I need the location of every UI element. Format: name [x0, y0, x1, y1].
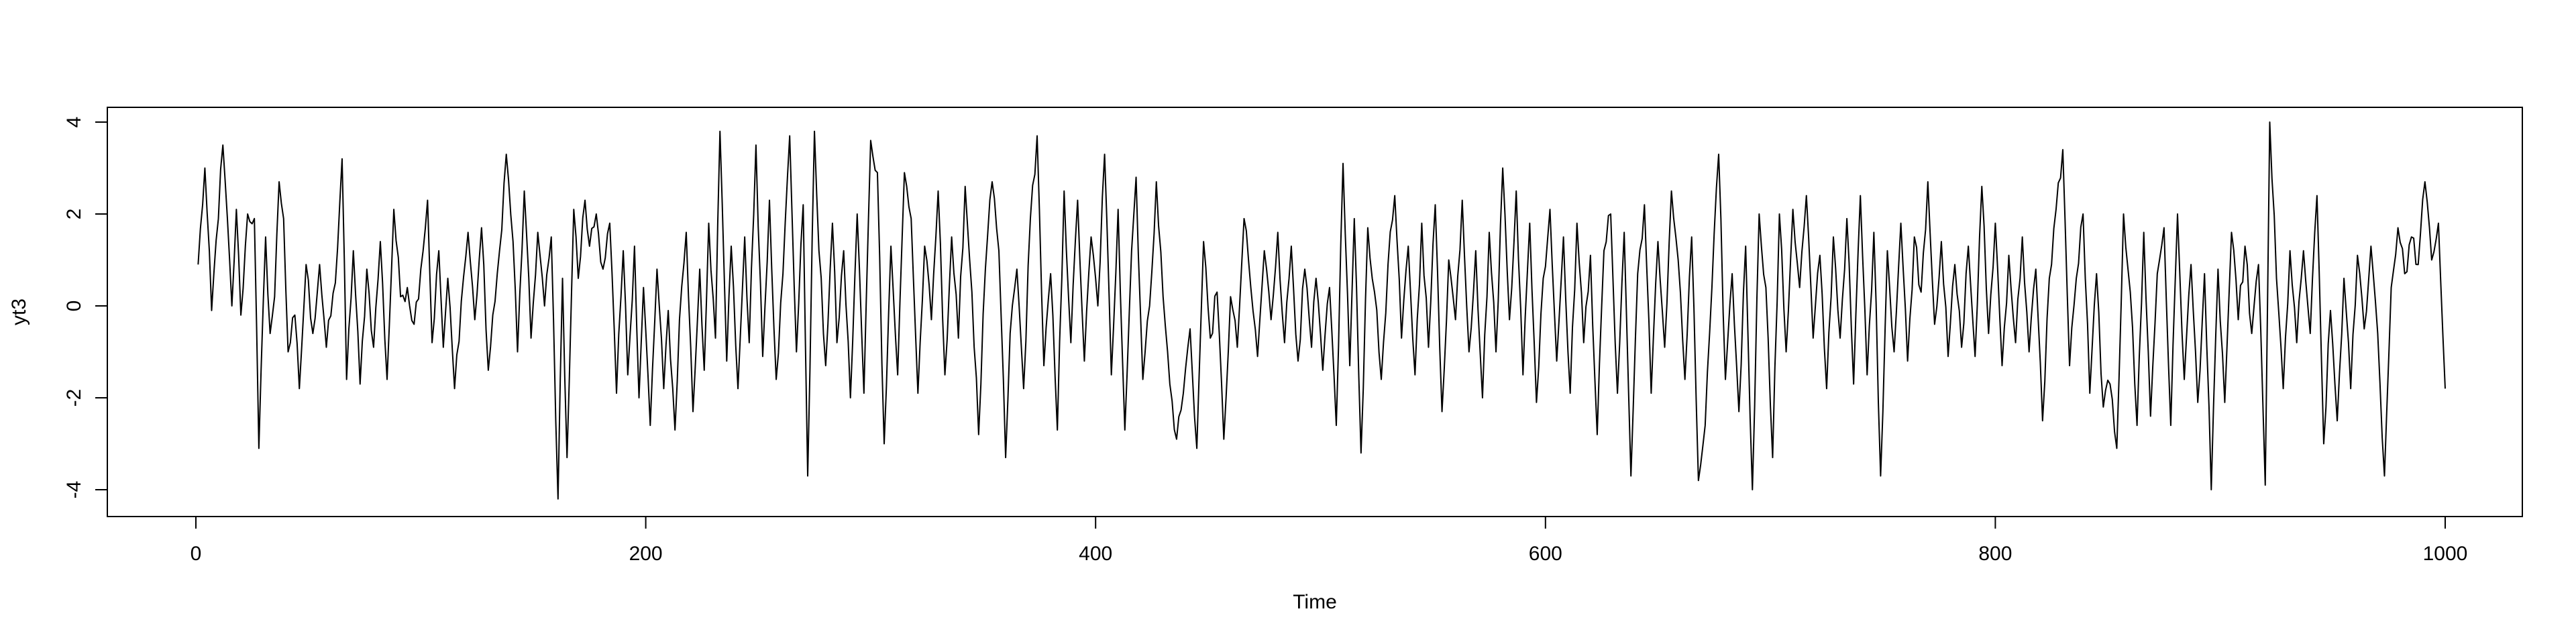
x-tick-label: 400	[1079, 543, 1112, 565]
series-line-1	[197, 121, 2446, 500]
x-tick-label: 0	[191, 543, 202, 565]
y-tick-label: 4	[63, 117, 85, 128]
series-layer	[197, 121, 2446, 500]
y-tick-label: -4	[63, 481, 85, 499]
x-tick-label: 200	[629, 543, 663, 565]
x-tick-label: 1000	[2423, 543, 2468, 565]
x-axis-label: Time	[1293, 591, 1337, 613]
x-tick-label: 800	[1978, 543, 2012, 565]
y-tick-label: 0	[63, 301, 85, 312]
y-tick-label: 2	[63, 209, 85, 220]
y-axis-label: yt3	[8, 299, 30, 325]
x-tick-label: 600	[1529, 543, 1562, 565]
y-tick-label: -2	[63, 389, 85, 407]
x-axis: 0 200 400 600 800 1000	[191, 516, 2468, 565]
y-axis: -4 -2 0 2 4	[63, 117, 108, 499]
